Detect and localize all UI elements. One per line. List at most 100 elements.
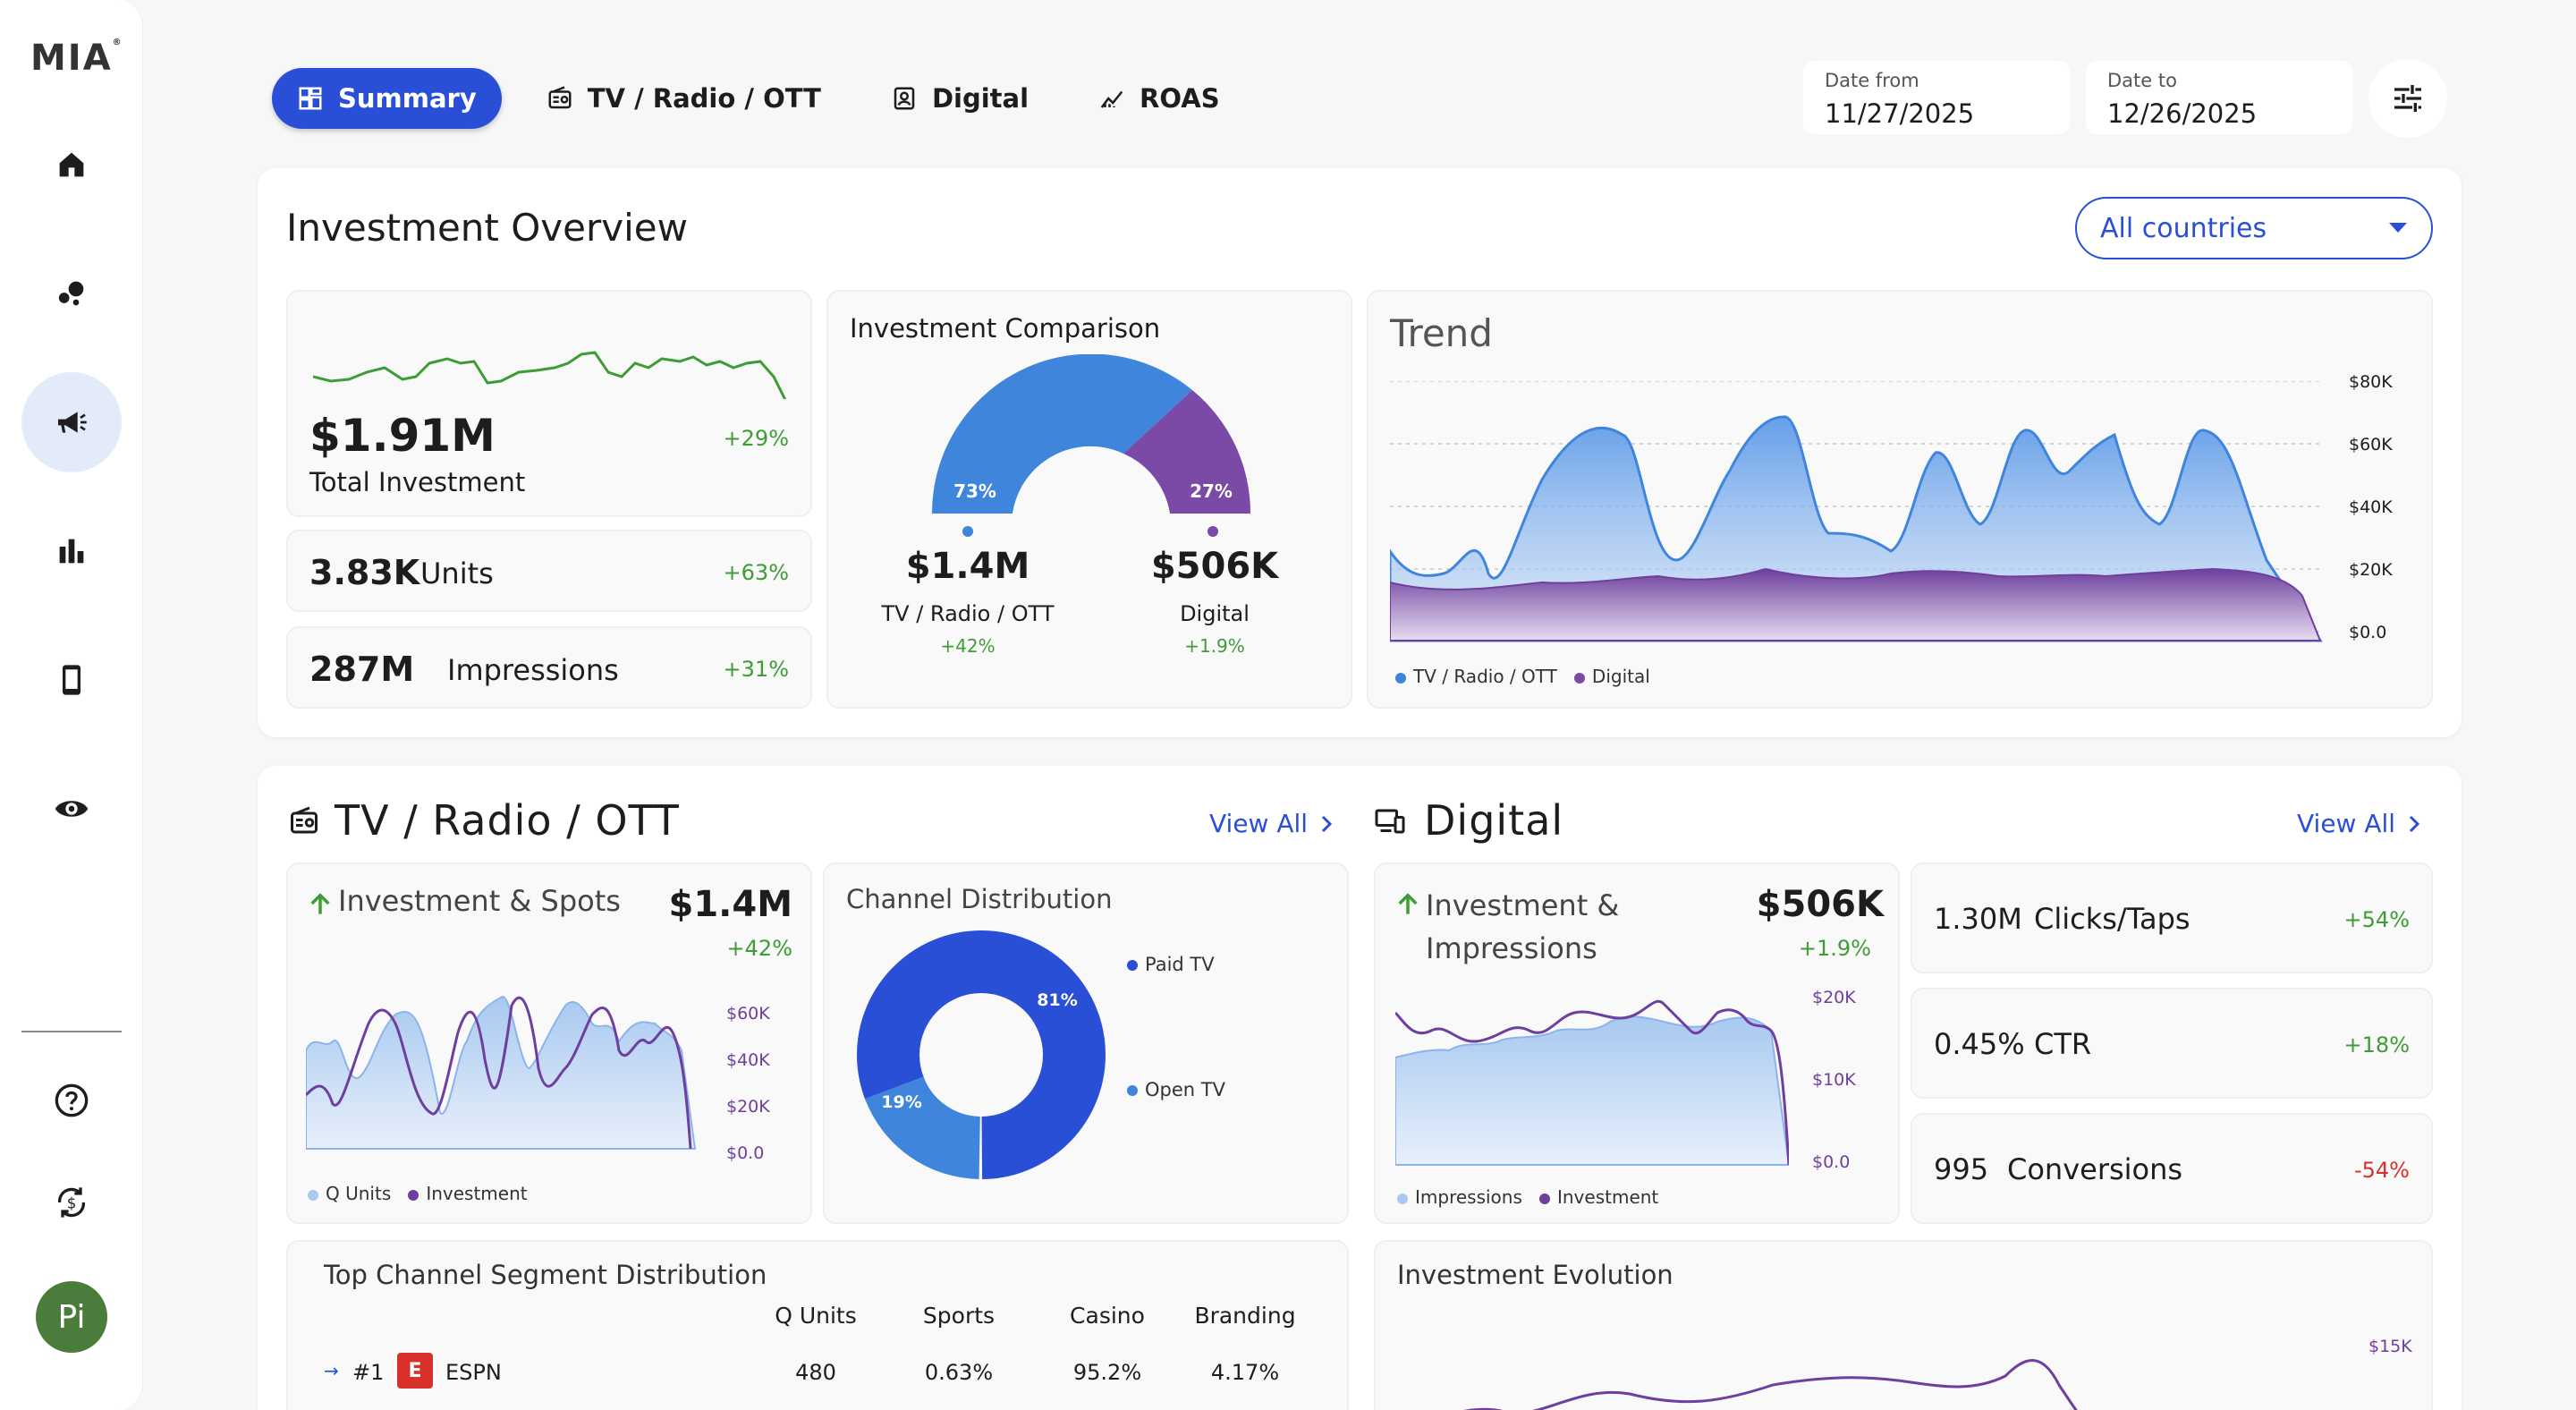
svg-text:$: $ <box>67 1195 77 1212</box>
sidebar: MIA® $ Pi <box>0 0 143 1410</box>
col-casino: Casino <box>1070 1303 1145 1329</box>
clicks-card[interactable]: 1.30M Clicks/Taps +54% <box>1911 862 2433 973</box>
home-icon[interactable] <box>21 115 122 215</box>
row-branding: 4.17% <box>1210 1360 1280 1385</box>
table-row[interactable]: → #1 E ESPN 480 0.63% 95.2% 4.17% <box>324 1346 1326 1399</box>
date-from-field[interactable]: Date from 11/27/2025 <box>1803 61 2070 134</box>
legend-investment: Investment <box>1556 1186 1659 1208</box>
investment-spots-card[interactable]: Investment & Spots $1.4M +42% $60K $40K … <box>286 862 812 1224</box>
ctr-card[interactable]: 0.45% CTR +18% <box>1911 988 2433 1099</box>
impr-ytick: $10K <box>1812 1070 1856 1090</box>
trend-ytick: $80K <box>2349 372 2393 392</box>
comparison-left-label: TV / Radio / OTT <box>881 601 1055 626</box>
units-label: Units <box>420 556 494 590</box>
trend-series-digital <box>1390 567 2322 641</box>
trend-ytick: $20K <box>2349 560 2393 580</box>
segment-title: Top Channel Segment Distribution <box>324 1260 767 1290</box>
impr-ytick: $0.0 <box>1812 1152 1851 1172</box>
eye-icon[interactable] <box>21 759 122 859</box>
spots-legend: Q Units Investment <box>308 1183 528 1204</box>
trend-ytick: $60K <box>2349 435 2393 454</box>
bubbles-icon[interactable] <box>21 243 122 344</box>
conversions-value: 995 <box>1934 1152 1989 1186</box>
units-delta: +63% <box>723 560 789 585</box>
ctr-label: CTR <box>2034 1027 2092 1061</box>
total-investment-label: Total Investment <box>309 467 526 497</box>
bar-chart-icon[interactable] <box>21 501 122 601</box>
units-card[interactable]: 3.83K Units +63% <box>286 530 812 612</box>
total-investment-card[interactable]: $1.91M Total Investment +29% <box>286 290 812 517</box>
impressions-delta: +31% <box>723 657 789 682</box>
sidebar-divider <box>21 1031 122 1032</box>
legend-open-tv-label: Open TV <box>1145 1079 1225 1100</box>
tab-roas[interactable]: ROAS <box>1073 68 1245 129</box>
col-sports: Sports <box>922 1303 996 1329</box>
total-investment-value: $1.91M <box>309 410 496 462</box>
clicks-value: 1.30M <box>1934 902 2022 936</box>
help-icon[interactable] <box>21 1050 122 1151</box>
legend-open-tv: Open TV <box>1127 1079 1225 1100</box>
ctr-value: 0.45% <box>1934 1027 2025 1061</box>
digital-view-all-label: View All <box>2297 809 2396 838</box>
col-branding: Branding <box>1194 1303 1296 1329</box>
impressions-card[interactable]: 287M Impressions +31% <box>286 626 812 709</box>
date-from-label: Date from <box>1825 70 1919 91</box>
legend-investment: Investment <box>426 1183 528 1204</box>
tab-tv-radio-ott[interactable]: TV / Radio / OTT <box>521 68 846 129</box>
digital-view-all-link[interactable]: View All <box>2297 809 2420 838</box>
tab-digital[interactable]: Digital <box>866 68 1054 129</box>
comparison-right-delta: +1.9% <box>1184 635 1245 657</box>
comparison-title: Investment Comparison <box>850 313 1161 344</box>
legend-paid-tv-label: Paid TV <box>1145 954 1215 975</box>
conversions-delta: -54% <box>2353 1158 2410 1183</box>
digital-icon <box>894 87 915 110</box>
tab-bar: Summary TV / Radio / OTT Digital ROAS <box>272 68 1245 129</box>
trend-legend: TV / Radio / OTT Digital <box>1395 666 1650 687</box>
legend-tv: TV / Radio / OTT <box>1413 666 1557 687</box>
investment-impressions-card[interactable]: Investment & Impressions $506K +1.9% $20… <box>1374 862 1900 1224</box>
roas-icon <box>1100 90 1123 108</box>
spots-ytick: $20K <box>726 1097 770 1117</box>
tv-view-all-link[interactable]: View All <box>1209 809 1333 838</box>
comparison-right-value: $506K <box>1150 546 1279 587</box>
series-impressions <box>1395 1015 1789 1166</box>
dashboard-icon <box>299 87 322 110</box>
devices-icon <box>1375 809 1405 834</box>
donut-segment-open-tv <box>856 930 1106 1179</box>
overview-title: Investment Overview <box>286 206 688 250</box>
row-name: ESPN <box>445 1360 502 1385</box>
row-q-units: 480 <box>795 1360 836 1385</box>
units-value: 3.83K <box>309 553 420 592</box>
legend-impressions: Impressions <box>1415 1186 1522 1208</box>
chevron-down-icon <box>2389 223 2407 233</box>
conversions-card[interactable]: 995 Conversions -54% <box>1911 1113 2433 1224</box>
chevron-right-icon <box>2410 815 2420 832</box>
tv-section-title: TV / Radio / OTT <box>335 796 680 845</box>
currency-exchange-icon[interactable]: $ <box>21 1152 122 1253</box>
impr-ytick: $20K <box>1812 988 1856 1007</box>
date-to-value[interactable]: 12/26/2025 <box>2107 98 2258 129</box>
gauge-right-pct: 27% <box>1190 480 1233 502</box>
country-select-value: All countries <box>2100 212 2267 244</box>
tab-summary[interactable]: Summary <box>272 68 502 129</box>
filter-settings-button[interactable] <box>2368 59 2447 138</box>
avatar[interactable]: Pi <box>36 1281 107 1353</box>
channel-distribution-card: Channel Distribution 81% 19% Paid TV Ope… <box>823 862 1349 1224</box>
gauge-segment-digital <box>1123 390 1250 514</box>
investment-evolution-card: Investment Evolution $15K <box>1374 1240 2433 1410</box>
series-investment <box>1395 999 1789 1166</box>
comparison-gauge: 73% 27% <box>932 354 1250 514</box>
date-from-value[interactable]: 11/27/2025 <box>1825 98 1975 129</box>
investment-impressions-chart <box>1395 999 1789 1166</box>
channel-distribution-donut: 81% 19% <box>856 930 1106 1179</box>
megaphone-icon[interactable] <box>21 372 122 472</box>
country-select[interactable]: All countries <box>2075 197 2433 259</box>
phone-icon[interactable] <box>21 630 122 730</box>
app-logo[interactable]: MIA® <box>30 38 123 79</box>
legend-digital: Digital <box>1591 666 1650 687</box>
conversions-label: Conversions <box>2007 1152 2183 1186</box>
series-investment <box>306 996 692 1150</box>
total-investment-sparkline <box>313 351 787 399</box>
chevron-right-icon <box>1322 815 1333 832</box>
date-to-field[interactable]: Date to 12/26/2025 <box>2086 61 2352 134</box>
